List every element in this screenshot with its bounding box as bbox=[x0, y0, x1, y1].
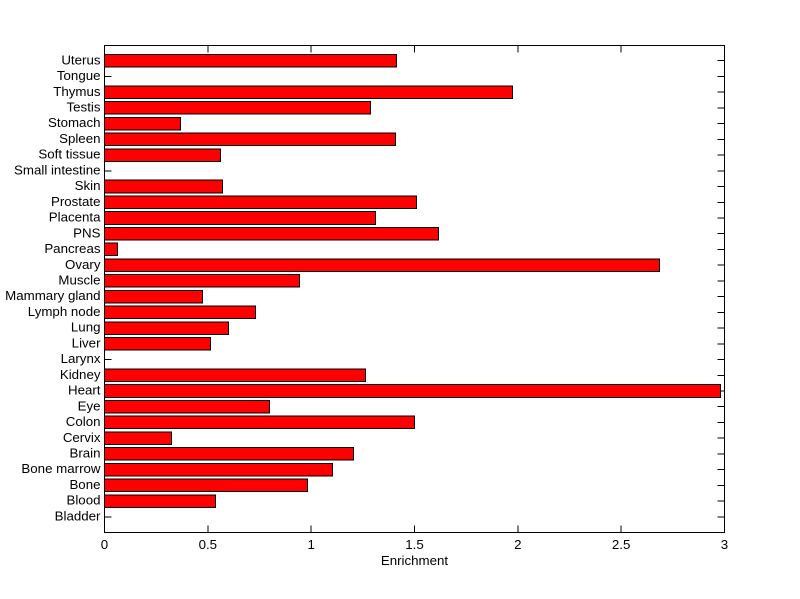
svg-text:Testis: Testis bbox=[67, 99, 101, 114]
svg-text:Bone marrow: Bone marrow bbox=[21, 461, 100, 476]
svg-text:Lymph node: Lymph node bbox=[28, 304, 101, 319]
svg-text:Placenta: Placenta bbox=[49, 210, 101, 225]
svg-text:Thymus: Thymus bbox=[53, 84, 101, 99]
svg-text:3: 3 bbox=[721, 537, 728, 552]
svg-text:Eye: Eye bbox=[78, 398, 101, 413]
svg-text:Cervix: Cervix bbox=[63, 430, 101, 445]
svg-text:1.5: 1.5 bbox=[405, 537, 424, 552]
svg-text:0.5: 0.5 bbox=[199, 537, 218, 552]
svg-text:PNS: PNS bbox=[73, 225, 100, 240]
svg-text:Prostate: Prostate bbox=[51, 194, 101, 209]
svg-text:Mammary gland: Mammary gland bbox=[5, 288, 100, 303]
svg-text:Uterus: Uterus bbox=[61, 52, 101, 67]
svg-text:1: 1 bbox=[307, 537, 314, 552]
svg-text:Bladder: Bladder bbox=[55, 508, 101, 523]
svg-text:Tongue: Tongue bbox=[57, 68, 101, 83]
svg-text:Larynx: Larynx bbox=[61, 351, 101, 366]
svg-text:Enrichment: Enrichment bbox=[381, 553, 449, 568]
svg-text:Spleen: Spleen bbox=[59, 131, 100, 146]
svg-text:Liver: Liver bbox=[72, 335, 101, 350]
svg-text:Small intestine: Small intestine bbox=[14, 162, 100, 177]
svg-text:2: 2 bbox=[514, 537, 521, 552]
svg-text:Ovary: Ovary bbox=[65, 257, 101, 272]
svg-text:Colon: Colon bbox=[66, 414, 101, 429]
svg-text:Blood: Blood bbox=[66, 493, 100, 508]
svg-text:Kidney: Kidney bbox=[60, 367, 101, 382]
svg-text:Brain: Brain bbox=[69, 445, 100, 460]
svg-text:Soft tissue: Soft tissue bbox=[38, 147, 100, 162]
svg-text:0: 0 bbox=[101, 537, 108, 552]
svg-text:2.5: 2.5 bbox=[612, 537, 631, 552]
svg-text:Heart: Heart bbox=[68, 383, 101, 398]
svg-text:Muscle: Muscle bbox=[58, 272, 100, 287]
svg-text:Stomach: Stomach bbox=[48, 115, 100, 130]
svg-text:Skin: Skin bbox=[75, 178, 101, 193]
svg-text:Lung: Lung bbox=[71, 320, 101, 335]
svg-text:Pancreas: Pancreas bbox=[44, 241, 101, 256]
svg-text:Bone: Bone bbox=[69, 477, 100, 492]
